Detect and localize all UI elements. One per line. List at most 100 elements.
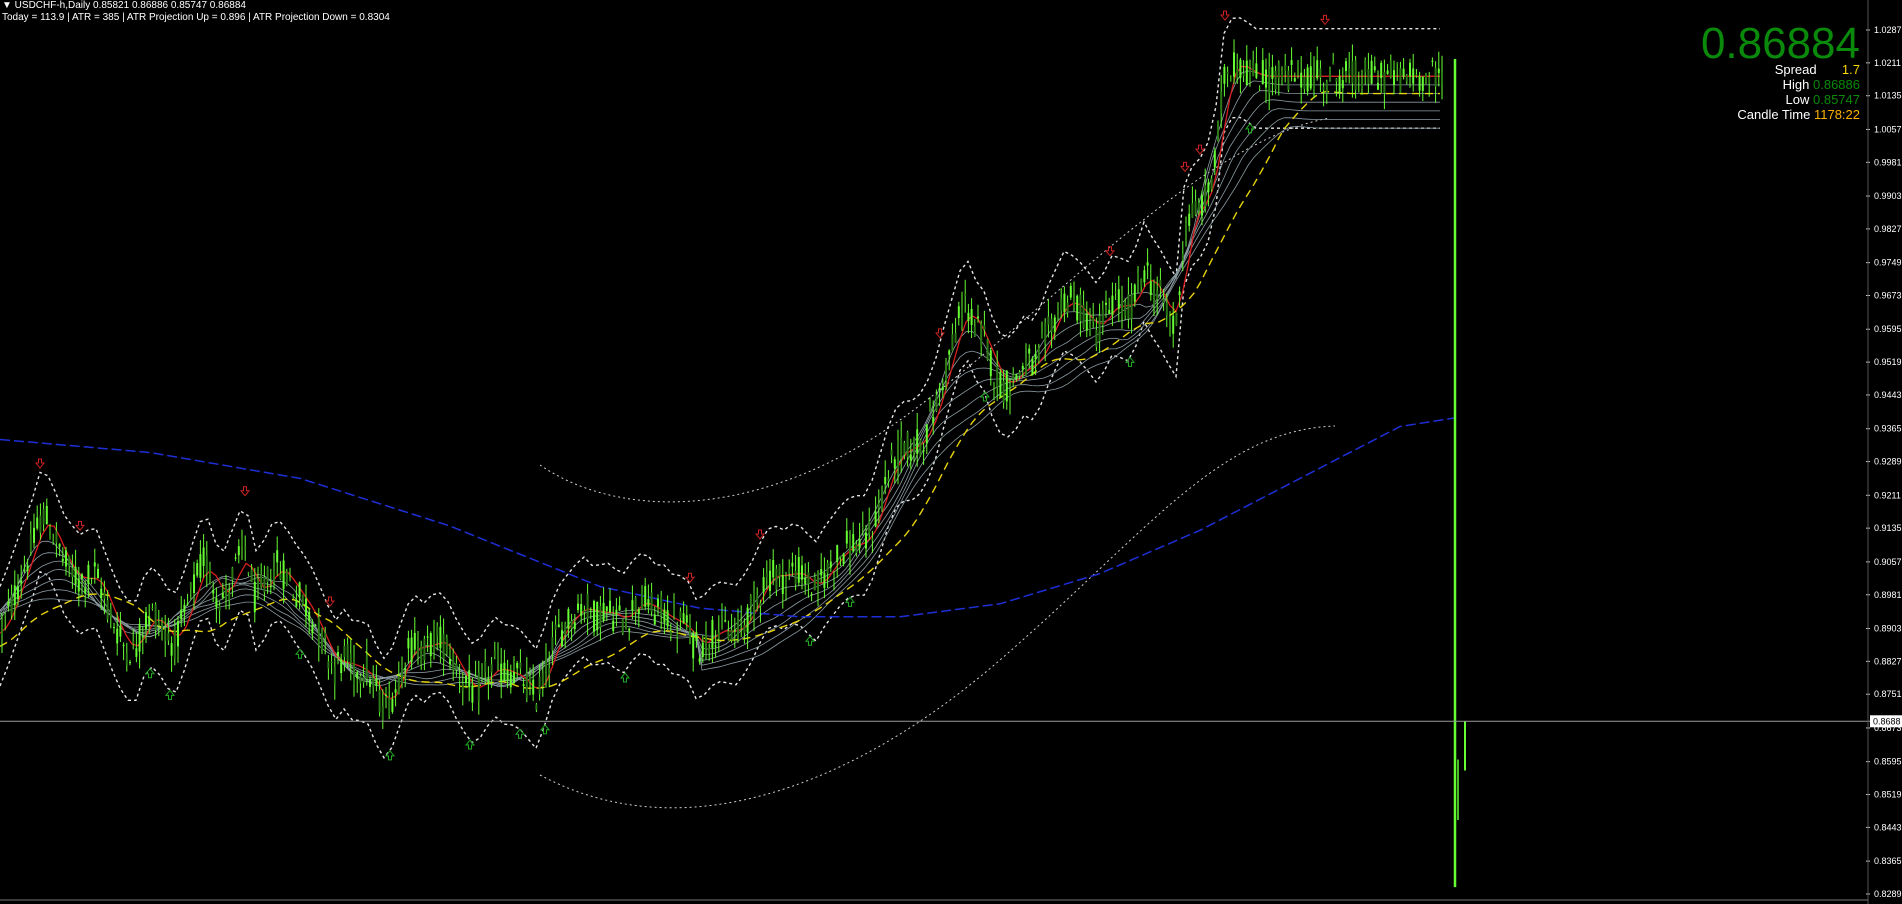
candle-body xyxy=(1044,322,1047,344)
candle-body xyxy=(381,705,384,720)
candle-body xyxy=(951,334,954,352)
candle-body xyxy=(132,641,135,644)
spread-row: Spread 1.7 xyxy=(1775,62,1860,77)
candle-body xyxy=(231,567,234,580)
candle-body xyxy=(1012,374,1015,380)
candle-body xyxy=(500,663,503,683)
candle-body xyxy=(1076,295,1079,321)
candle-body xyxy=(1057,313,1059,320)
y-tick-label: 0.8365 xyxy=(1874,856,1902,866)
candle-body xyxy=(762,577,765,593)
candle-body xyxy=(1,623,3,636)
candle-body xyxy=(580,604,583,616)
candle-body xyxy=(625,620,627,630)
candle-body xyxy=(1037,347,1040,362)
candle-body xyxy=(919,439,922,456)
candle-body xyxy=(71,568,74,577)
candle-body xyxy=(900,437,903,459)
y-tick-label: 0.8519 xyxy=(1874,790,1902,800)
candle-body xyxy=(1165,303,1168,316)
candle-body xyxy=(1021,366,1024,370)
candle-body xyxy=(1313,71,1315,92)
candle-body xyxy=(663,609,666,623)
current-price-tag xyxy=(1870,715,1902,728)
candle-body xyxy=(285,571,288,585)
candle-body xyxy=(1431,60,1434,62)
candle-body xyxy=(1185,223,1187,231)
candle-body xyxy=(935,395,938,411)
candle-body xyxy=(490,664,493,673)
candle-body xyxy=(989,350,992,377)
candle-body xyxy=(586,593,589,619)
candle-body xyxy=(996,366,999,388)
candle-body xyxy=(657,598,659,607)
sell-arrow-icon xyxy=(324,596,336,607)
candle-body xyxy=(1130,294,1133,320)
candle-body xyxy=(74,567,77,585)
candle-body xyxy=(215,598,218,608)
candle-body xyxy=(487,678,490,684)
y-tick-label: 0.9057 xyxy=(1874,557,1902,567)
candle-body xyxy=(628,628,631,631)
candle-body xyxy=(279,573,282,580)
candle-body xyxy=(13,585,16,606)
candle-body xyxy=(36,517,39,529)
candle-body xyxy=(516,662,519,669)
candle-body xyxy=(525,673,528,699)
candle-body xyxy=(865,532,867,549)
candle-body xyxy=(874,511,877,527)
candle-body xyxy=(519,662,522,669)
high-label: High xyxy=(1782,77,1810,92)
candle-body xyxy=(945,360,947,381)
candle-body xyxy=(225,585,227,599)
signals-layer xyxy=(34,10,1331,761)
candle-body xyxy=(436,625,439,636)
y-tick-label: 1.0057 xyxy=(1874,124,1902,134)
candle-body xyxy=(1101,309,1104,325)
candle-body xyxy=(1069,285,1072,298)
sell-arrow-icon xyxy=(239,486,251,497)
candle-body xyxy=(458,680,461,682)
candle-body xyxy=(257,579,259,586)
candle-body xyxy=(1261,60,1264,84)
candle-body xyxy=(391,699,394,712)
candle-body xyxy=(669,631,672,636)
candle-body xyxy=(388,697,391,717)
candle-body xyxy=(151,608,154,609)
candle-body xyxy=(1236,68,1239,78)
candle-body xyxy=(509,672,512,688)
candle-body xyxy=(10,594,13,616)
candle-body xyxy=(122,644,125,646)
candle-body xyxy=(913,437,915,454)
candle-body xyxy=(785,577,787,586)
candle-body xyxy=(1293,78,1296,82)
buy-arrow-icon xyxy=(844,596,856,607)
candle-body xyxy=(109,608,112,617)
candle-body xyxy=(660,595,663,617)
candle-body xyxy=(193,574,195,593)
candle-body xyxy=(1345,61,1347,72)
candle-body xyxy=(1393,70,1395,85)
candle-body xyxy=(7,601,10,606)
candle-body xyxy=(692,632,695,659)
candle-body xyxy=(330,661,333,663)
candle-body xyxy=(948,350,951,355)
candle-body xyxy=(20,580,23,584)
candle-body xyxy=(836,545,839,562)
candle-body xyxy=(138,624,141,652)
candle-body xyxy=(1092,317,1095,322)
candle-body xyxy=(276,550,279,563)
candle-body xyxy=(423,638,426,661)
candle-body xyxy=(858,539,861,549)
candle-body xyxy=(1332,62,1335,65)
candle-body xyxy=(202,547,205,566)
candle-body xyxy=(1325,82,1328,94)
candle-body xyxy=(599,606,602,628)
candle-body xyxy=(1028,348,1031,354)
y-tick-label: 0.8673 xyxy=(1874,723,1902,733)
candle-body xyxy=(173,626,176,659)
candle-body xyxy=(417,641,419,657)
